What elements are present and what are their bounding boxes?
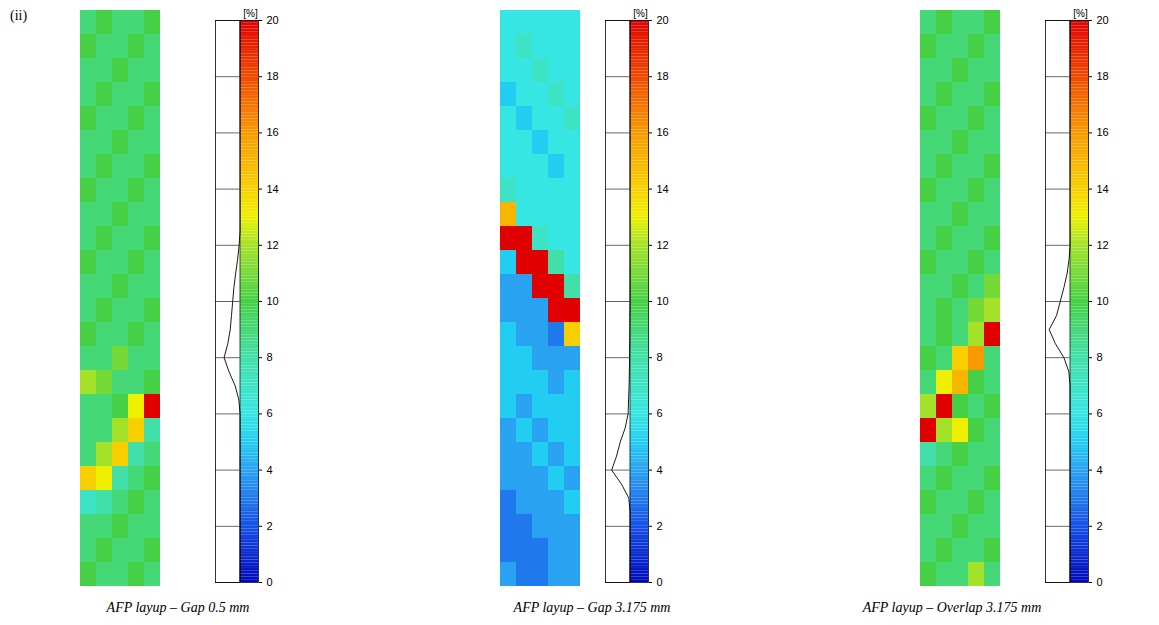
svg-text:[%]: [%] bbox=[1073, 8, 1088, 19]
svg-text:8: 8 bbox=[267, 351, 273, 363]
svg-text:2: 2 bbox=[657, 520, 663, 532]
svg-text:8: 8 bbox=[1097, 351, 1103, 363]
svg-text:14: 14 bbox=[1097, 183, 1109, 195]
svg-text:12: 12 bbox=[1097, 239, 1109, 251]
svg-text:14: 14 bbox=[657, 183, 669, 195]
svg-text:0: 0 bbox=[657, 576, 663, 588]
svg-text:4: 4 bbox=[1097, 464, 1103, 476]
html-text:(ii): (ii) bbox=[10, 8, 28, 23]
svg-text:2: 2 bbox=[1097, 520, 1103, 532]
svg-text:[%]: [%] bbox=[243, 8, 258, 19]
svg-text:6: 6 bbox=[1097, 407, 1103, 419]
svg-text:4: 4 bbox=[657, 464, 663, 476]
svg-text:10: 10 bbox=[267, 295, 279, 307]
html-text:AFP layup – Overlap 3.175 mm: AFP layup – Overlap 3.175 mm bbox=[862, 600, 1042, 615]
svg-text:14: 14 bbox=[267, 183, 279, 195]
html-text:AFP layup – Gap 3.175 mm: AFP layup – Gap 3.175 mm bbox=[513, 600, 671, 615]
svg-text:[%]: [%] bbox=[633, 8, 648, 19]
svg-text:8: 8 bbox=[657, 351, 663, 363]
svg-text:16: 16 bbox=[1097, 126, 1109, 138]
svg-text:18: 18 bbox=[267, 70, 279, 82]
svg-text:10: 10 bbox=[657, 295, 669, 307]
svg-text:6: 6 bbox=[657, 407, 663, 419]
svg-text:6: 6 bbox=[267, 407, 273, 419]
svg-text:20: 20 bbox=[1097, 14, 1109, 26]
svg-text:20: 20 bbox=[657, 14, 669, 26]
svg-text:0: 0 bbox=[267, 576, 273, 588]
html-text:AFP layup – Gap 0.5 mm: AFP layup – Gap 0.5 mm bbox=[106, 600, 250, 615]
svg-text:0: 0 bbox=[1097, 576, 1103, 588]
svg-text:16: 16 bbox=[267, 126, 279, 138]
svg-text:12: 12 bbox=[267, 239, 279, 251]
svg-text:10: 10 bbox=[1097, 295, 1109, 307]
svg-text:2: 2 bbox=[267, 520, 273, 532]
svg-text:18: 18 bbox=[1097, 70, 1109, 82]
svg-text:12: 12 bbox=[657, 239, 669, 251]
svg-text:16: 16 bbox=[657, 126, 669, 138]
svg-text:20: 20 bbox=[267, 14, 279, 26]
svg-text:18: 18 bbox=[657, 70, 669, 82]
svg-text:4: 4 bbox=[267, 464, 273, 476]
